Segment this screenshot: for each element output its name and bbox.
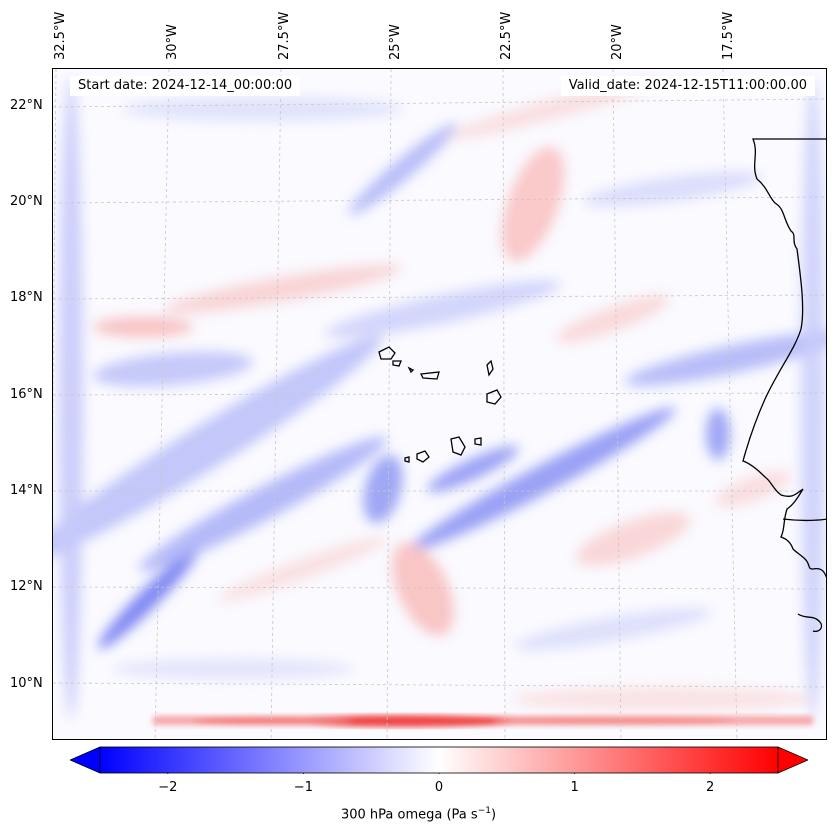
colorbar-tick-marks xyxy=(167,773,711,774)
colorbar xyxy=(70,746,808,774)
colorbar-extend-min xyxy=(70,746,101,774)
colorbar-extend-max xyxy=(777,746,808,774)
lat-label-18n: 18°N xyxy=(10,290,43,305)
lon-label-32-5w: 32.5°W xyxy=(53,11,68,60)
colorbar-label: 300 hPa omega (Pa s−1) xyxy=(340,806,497,823)
colorbar-units: Pa s xyxy=(451,807,478,823)
colorbar-tick-label: 2 xyxy=(706,780,715,795)
lat-label-16n: 16°N xyxy=(10,387,43,402)
colorbar-tick-label: −1 xyxy=(293,780,313,795)
colorbar-gradient xyxy=(99,746,779,774)
colorbar-field-name: 300 hPa omega xyxy=(340,807,443,823)
lat-label-12n: 12°N xyxy=(10,579,43,594)
colorbar-tick-label: 1 xyxy=(570,780,579,795)
omega-field-map xyxy=(53,69,826,739)
colorbar-tick-label: −2 xyxy=(158,780,178,795)
lat-label-14n: 14°N xyxy=(10,483,43,498)
omega-blobs xyxy=(53,78,826,719)
lon-label-25w: 25°W xyxy=(388,24,403,60)
colorbar-units-exponent: −1 xyxy=(477,806,491,816)
map-panel xyxy=(52,68,827,740)
southern-boundary-band xyxy=(153,715,813,727)
lat-label-20n: 20°N xyxy=(10,194,43,209)
bissagos-coast xyxy=(797,613,823,633)
island-sao-nicolau xyxy=(420,371,440,380)
lon-label-20w: 20°W xyxy=(610,24,625,60)
island-maio xyxy=(474,437,482,446)
island-santa-luzia xyxy=(407,366,415,374)
lon-label-17-5w: 17.5°W xyxy=(721,11,736,60)
lat-label-22n: 22°N xyxy=(10,98,43,113)
lon-label-30w: 30°W xyxy=(165,24,180,60)
island-sal xyxy=(486,359,494,377)
field-background xyxy=(53,69,826,739)
cape-verde-islands xyxy=(378,346,502,463)
africa-coastline xyxy=(742,138,826,578)
colorbar-tick-label: 0 xyxy=(434,780,444,795)
lon-label-22-5w: 22.5°W xyxy=(499,11,514,60)
island-boa-vista xyxy=(486,389,502,405)
gambia-river-coast xyxy=(782,518,826,522)
island-santiago xyxy=(450,436,466,456)
island-brava xyxy=(404,456,410,463)
graticule xyxy=(53,69,826,739)
lat-label-10n: 10°N xyxy=(10,676,43,691)
island-santo-antao xyxy=(378,346,396,360)
start-date-label: Start date: 2024-12-14_00:00:00 xyxy=(70,76,301,96)
lon-label-27-5w: 27.5°W xyxy=(277,11,292,60)
valid-date-label: Valid_date: 2024-12-15T11:00:00.00 xyxy=(560,76,815,96)
island-fogo xyxy=(416,450,430,463)
island-sao-vicente xyxy=(392,360,402,367)
